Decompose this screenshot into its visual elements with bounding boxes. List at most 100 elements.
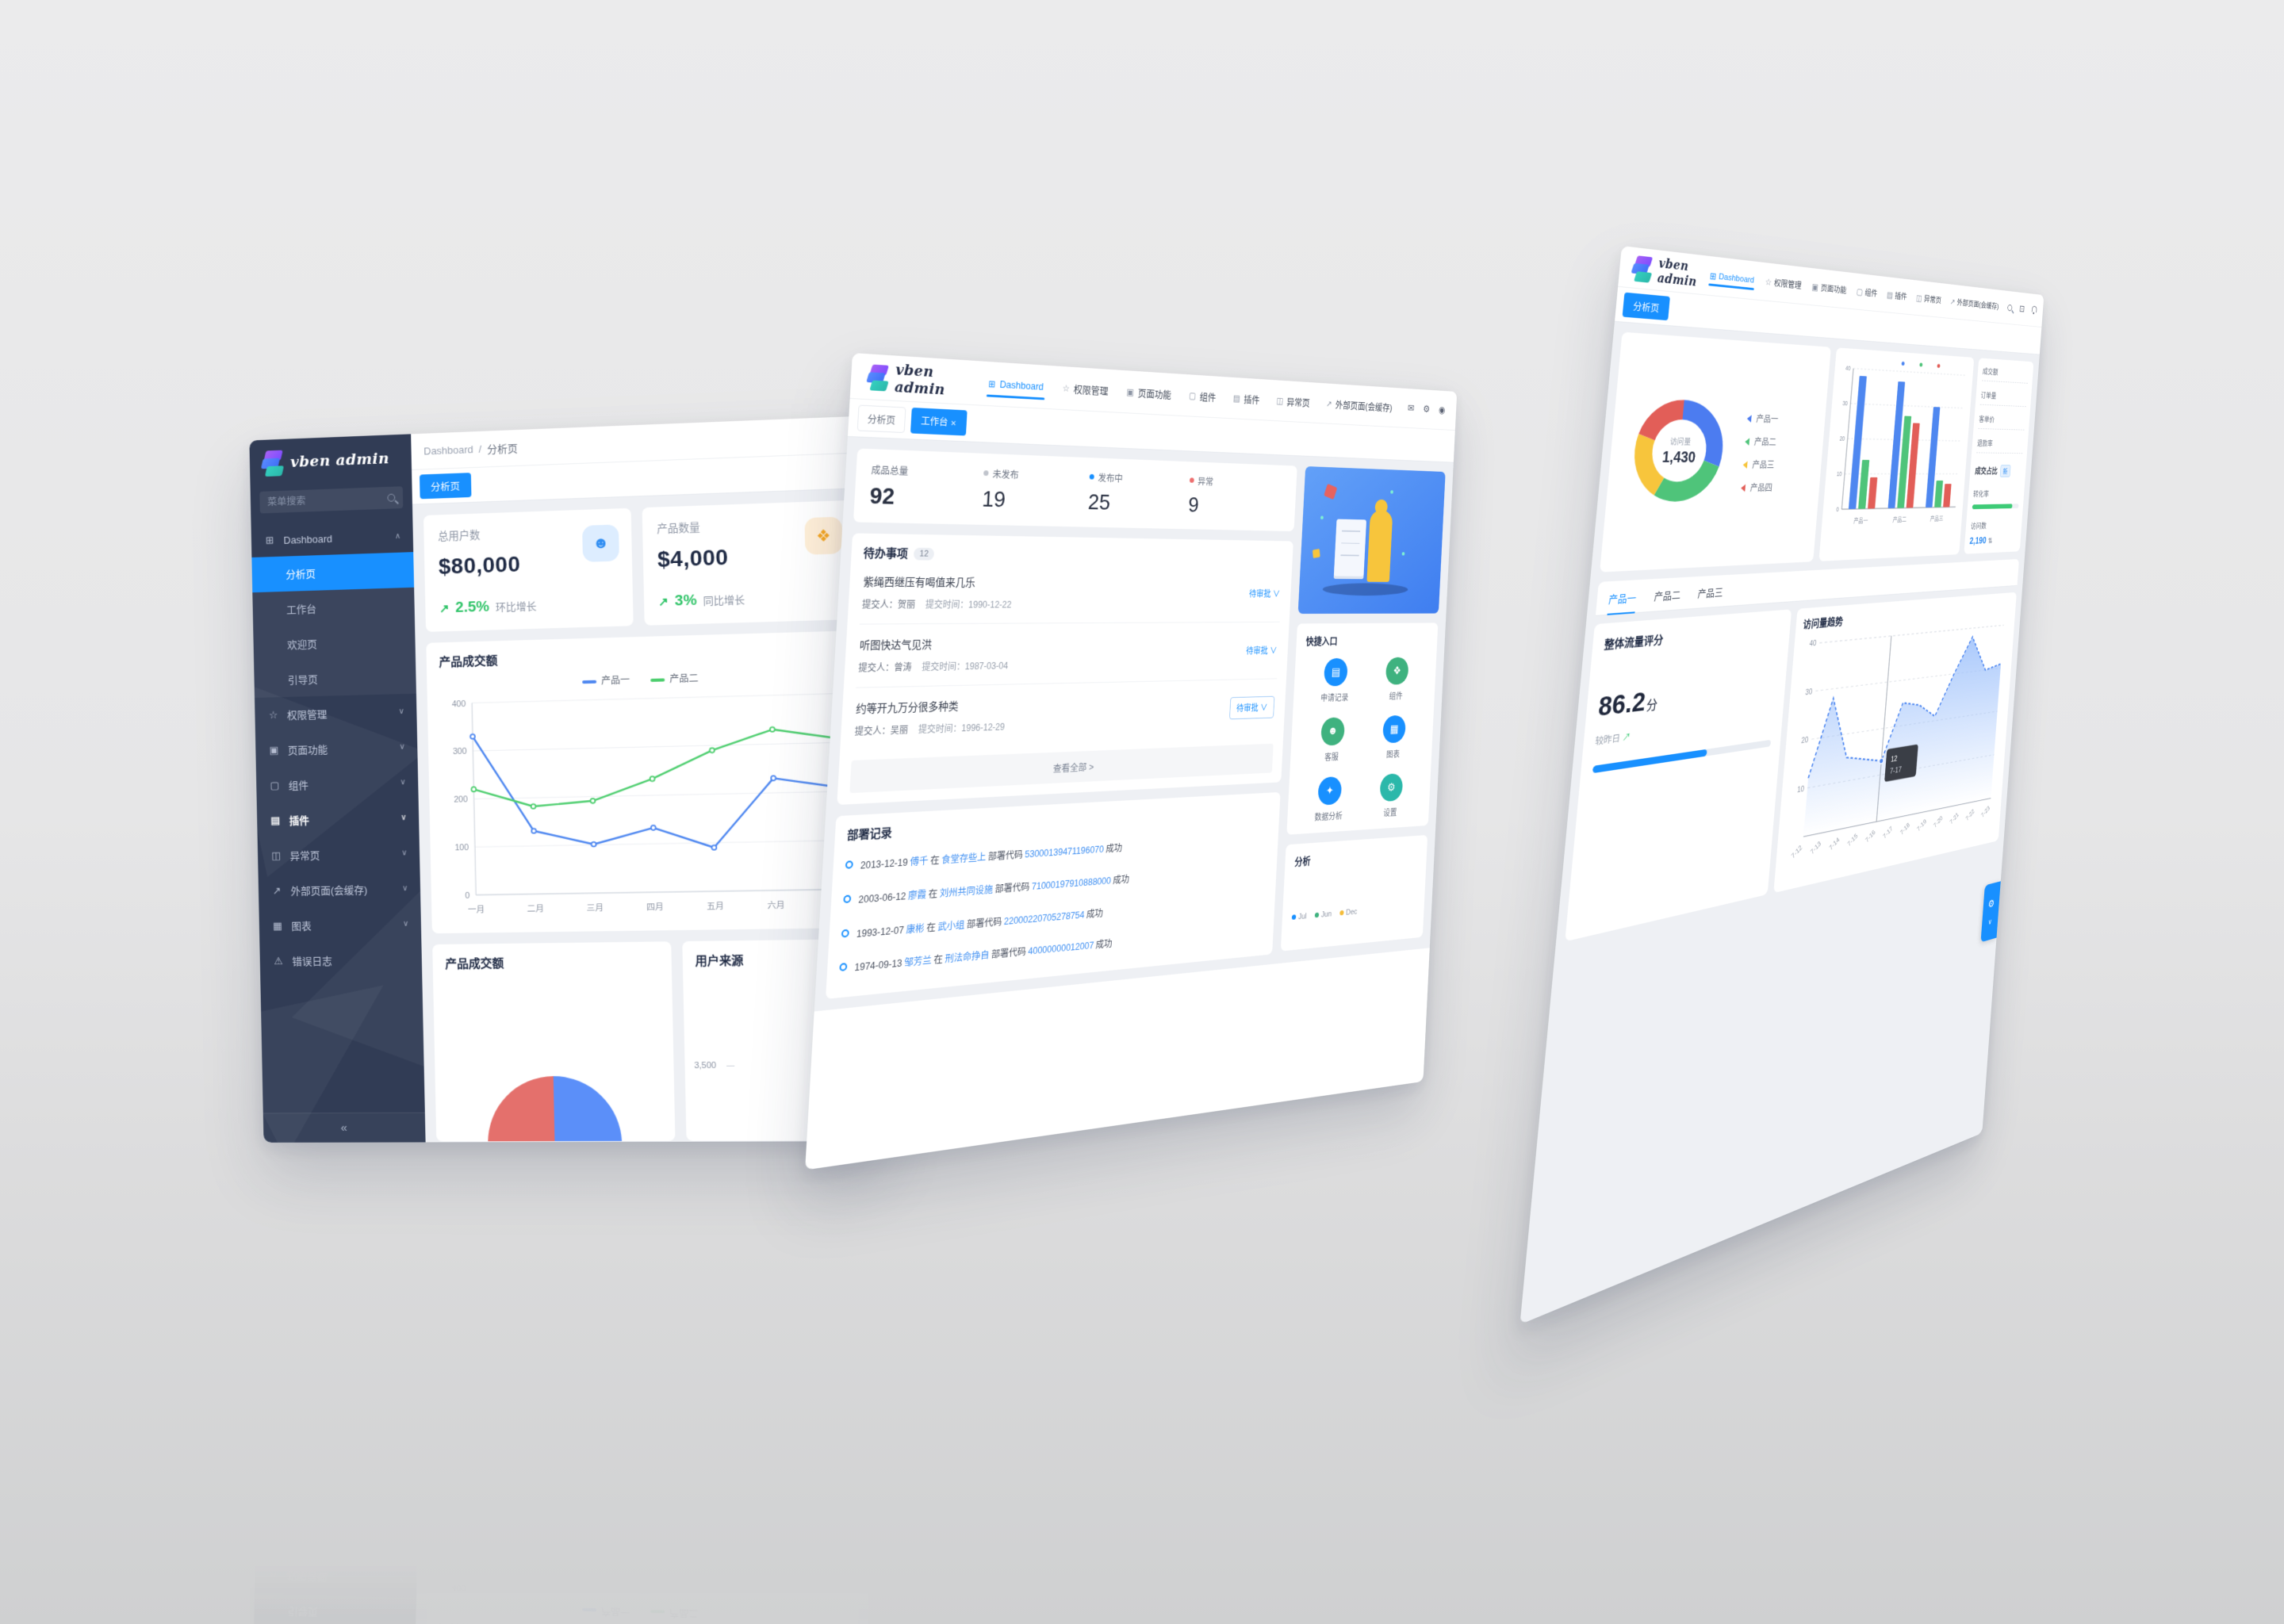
sidebar-item-plugins[interactable]: ▤ 插件 ∨ bbox=[257, 800, 420, 838]
sidebar-item-label: 插件 bbox=[289, 814, 310, 827]
legend-item-product1[interactable]: 产品一 bbox=[582, 673, 630, 688]
quick-item-settings[interactable]: ⚙ 设置 bbox=[1359, 772, 1422, 821]
legend-item-product2[interactable]: 产品二 bbox=[650, 671, 699, 686]
approve-dropdown[interactable]: 待审批 ∨ bbox=[1228, 695, 1275, 720]
stat-card-product-count: 产品数量 ❖ $4,000 ↗ 3% 同比增长 bbox=[642, 500, 857, 626]
svg-text:7-14: 7-14 bbox=[1828, 836, 1840, 851]
tab-product-2[interactable]: 产品二 bbox=[1654, 588, 1681, 603]
deploy-place-link[interactable]: 食堂存些上 bbox=[941, 852, 987, 866]
legend-dot bbox=[1314, 912, 1320, 918]
deploy-place-link[interactable]: 武小组 bbox=[937, 919, 965, 933]
meta-label: 提交人： bbox=[861, 599, 899, 611]
deploy-user-link[interactable]: 傅千 bbox=[910, 855, 929, 868]
search-icon[interactable] bbox=[2007, 304, 2013, 312]
star-icon: ☆ bbox=[268, 708, 278, 721]
nav-item-exception[interactable]: ◫ 异常页 bbox=[1274, 381, 1313, 421]
deploy-code-link[interactable]: 40000000012007 bbox=[1027, 940, 1094, 957]
stat-label: 未发布 bbox=[992, 469, 1019, 481]
nav-item-plugins[interactable]: ▤ 插件 bbox=[1231, 378, 1262, 419]
menu-search-input[interactable] bbox=[267, 492, 381, 508]
approve-dropdown[interactable]: 待审批 ∨ bbox=[1246, 644, 1278, 657]
todo-item[interactable]: 紫绳西继压有喝值来几乐 提交人：贺丽 提交时间：1990-12-22 待审批 ∨ bbox=[859, 561, 1283, 625]
tab-product-3[interactable]: 产品三 bbox=[1697, 586, 1724, 600]
quick-item-data-analysis[interactable]: ✦ 数据分析 bbox=[1297, 776, 1362, 825]
menu-search[interactable] bbox=[259, 486, 404, 514]
nav-item-external-pages[interactable]: ↗ 外部页面(会缓存) bbox=[1949, 286, 2000, 320]
analysis-icon: ✦ bbox=[1317, 776, 1343, 806]
quick-label: 数据分析 bbox=[1314, 810, 1343, 823]
github-icon[interactable]: ◉ bbox=[1438, 404, 1446, 416]
close-icon[interactable]: ✕ bbox=[950, 419, 957, 429]
tab-product-1[interactable]: 产品一 bbox=[1608, 589, 1638, 615]
caret-down-icon: ∨ bbox=[399, 742, 405, 752]
nav-item-permission[interactable]: ☆ 权限管理 bbox=[1060, 367, 1111, 411]
nav-item-components[interactable]: ▢ 组件 bbox=[1186, 375, 1218, 416]
nav-item-components[interactable]: ▢ 组件 bbox=[1855, 276, 1880, 308]
sidebar-item-charts[interactable]: ▦ 图表 ∨ bbox=[259, 906, 421, 944]
tab-workbench[interactable]: 工作台 ✕ bbox=[910, 407, 968, 436]
nav-item-dashboard[interactable]: ⊞ Dashboard bbox=[986, 364, 1046, 406]
sidebar-item-guide[interactable]: 引导页 bbox=[287, 673, 318, 687]
svg-text:三月: 三月 bbox=[586, 903, 604, 913]
mail-icon[interactable]: ✉ bbox=[1407, 402, 1415, 414]
quick-item-support[interactable]: ☻ 客服 bbox=[1300, 716, 1365, 764]
nav-label: 异常页 bbox=[1923, 295, 1942, 305]
avatar[interactable] bbox=[2043, 303, 2044, 320]
logo-text: vben admin bbox=[1657, 255, 1698, 289]
sidebar-item-components[interactable]: ▢ 组件 ∨ bbox=[256, 764, 419, 803]
tab-analysis[interactable]: 分析页 bbox=[856, 404, 906, 434]
logo[interactable]: vben admin bbox=[249, 434, 412, 485]
view-all-button[interactable]: 查看全部 > bbox=[849, 743, 1274, 794]
fullscreen-icon[interactable]: ⊡ bbox=[2018, 303, 2025, 314]
deploy-code-link[interactable]: 71000197910888000 bbox=[1031, 875, 1112, 892]
tab-analysis[interactable]: 分析页 bbox=[1622, 292, 1670, 321]
sidebar-item-external-pages[interactable]: ↗ 外部页面(会缓存) ∨ bbox=[259, 871, 421, 909]
todo-item[interactable]: 约等开九万分很多种类 提交人：吴丽 提交时间：1996-12-29 待审批 ∨ bbox=[852, 679, 1277, 751]
deploy-user-link[interactable]: 邹芳兰 bbox=[903, 955, 933, 969]
axis-tick bbox=[726, 1066, 734, 1067]
todo-item[interactable]: 听图快达气见洪 提交人：曾涛 提交时间：1987-03-04 待审批 ∨ bbox=[855, 622, 1280, 688]
svg-text:0: 0 bbox=[1836, 507, 1839, 514]
nav-item-permission[interactable]: ☆ 权限管理 bbox=[1763, 266, 1803, 301]
deploy-user-link[interactable]: 廖霞 bbox=[907, 889, 927, 902]
nav-item-dashboard[interactable]: ⊞ Dashboard bbox=[1707, 259, 1756, 296]
sidebar-item-permission[interactable]: ☆ 权限管理 ∨ bbox=[255, 694, 417, 733]
logo[interactable]: vben admin bbox=[1630, 252, 1699, 289]
nav-item-external-pages[interactable]: ↗ 外部页面(会缓存) bbox=[1324, 384, 1394, 426]
sidebar-item-label: 图表 bbox=[291, 920, 312, 933]
sidebar-item-error-log[interactable]: ⚠ 错误日志 bbox=[259, 941, 422, 979]
approve-dropdown[interactable]: 待审批 ∨ bbox=[1249, 588, 1281, 599]
sidebar-item-analysis[interactable]: 分析页 bbox=[251, 552, 415, 593]
tab-label: 工作台 bbox=[920, 416, 948, 428]
sidebar-item-welcome[interactable]: 欢迎页 bbox=[286, 638, 317, 651]
sidebar-collapse-button[interactable]: « bbox=[263, 1112, 426, 1143]
quick-item-charts[interactable]: ▦ 图表 bbox=[1362, 714, 1425, 761]
nav-item-exception[interactable]: ◫ 异常页 bbox=[1914, 282, 1943, 314]
deploy-place-link[interactable]: 刑法命挣自 bbox=[945, 949, 990, 965]
settings-icon[interactable]: ⚙ bbox=[1423, 403, 1431, 415]
todo-card: 待办事项 12 紫绳西继压有喝值来几乐 提交人：贺丽 提交时间：1990-12-2… bbox=[837, 533, 1293, 806]
sidebar-item-workbench[interactable]: 工作台 bbox=[286, 603, 317, 616]
deploy-code-link[interactable]: 22000220705278754 bbox=[1003, 909, 1085, 927]
chevron-down-icon: ∨ bbox=[1269, 645, 1278, 656]
quick-item-records[interactable]: ▤ 申请记录 bbox=[1303, 657, 1368, 704]
sidebar-item-page-features[interactable]: ▣ 页面功能 ∨ bbox=[255, 729, 418, 768]
bell-icon[interactable] bbox=[2031, 305, 2037, 313]
svg-text:7-20: 7-20 bbox=[1933, 814, 1944, 829]
tab-analysis[interactable]: 分析页 bbox=[419, 473, 471, 500]
nav-item-page-features[interactable]: ▣ 页面功能 bbox=[1810, 270, 1849, 305]
breadcrumb-root[interactable]: Dashboard bbox=[423, 443, 473, 458]
deploy-place-link[interactable]: 刘州共同设施 bbox=[939, 883, 994, 899]
nav-item-page-features[interactable]: ▣ 页面功能 bbox=[1125, 371, 1174, 414]
logo[interactable]: vben admin bbox=[865, 359, 970, 400]
quick-item-components[interactable]: ❖ 组件 bbox=[1365, 657, 1428, 703]
nav-item-plugins[interactable]: ▤ 插件 bbox=[1885, 279, 1909, 312]
deploy-code-link[interactable]: 53000139471196070 bbox=[1024, 844, 1105, 860]
sidebar-item-exception[interactable]: ◫ 异常页 ∨ bbox=[258, 835, 420, 873]
deploy-date: 1993-12-07 bbox=[856, 924, 905, 940]
deploy-user-link[interactable]: 康彬 bbox=[906, 922, 925, 936]
sidebar-item-dashboard[interactable]: ⊞ Dashboard ∧ bbox=[251, 519, 414, 557]
visits-value: 2,190 bbox=[1969, 534, 1987, 546]
quick-label: 图表 bbox=[1385, 749, 1401, 760]
legend-item: Jul bbox=[1291, 912, 1307, 921]
